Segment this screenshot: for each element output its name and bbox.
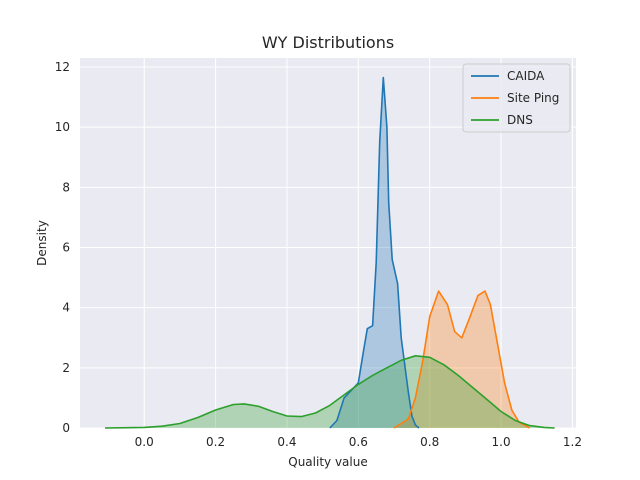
x-tick-label: 0.8 [420,435,439,449]
y-tick-label: 6 [62,241,70,255]
grid [80,58,576,429]
x-tick-label: 0.0 [135,435,154,449]
y-axis-label: Density [35,220,49,266]
y-tick-label: 12 [55,60,70,74]
series-line-site-ping [393,290,530,429]
legend-label: Site Ping [507,91,559,105]
y-tick-label: 8 [62,180,70,194]
y-tick-label: 4 [62,301,70,315]
y-tick-label: 10 [55,120,70,134]
legend-box [462,63,571,133]
y-tick-labels: 0 2 4 6 8 10 12 [55,60,70,435]
x-axis-label: Quality value [288,455,367,469]
series-fill-site-ping [394,291,530,428]
series-fill-caida [329,77,419,428]
y-tick-label: 0 [62,421,70,435]
x-tick-label: 0.4 [277,435,296,449]
x-tick-labels: 0.0 0.2 0.4 0.6 0.8 1.0 1.2 [135,435,582,449]
series-lines [104,76,555,429]
x-tick-label: 0.2 [206,435,225,449]
legend: CAIDA Site Ping DNS [462,63,571,133]
x-tick-label: 1.2 [563,435,582,449]
series-line-dns [104,355,555,429]
y-tick-label: 2 [62,361,70,375]
legend-label: DNS [507,113,533,127]
chart-title: WY Distributions [262,33,394,52]
x-tick-label: 1.0 [492,435,511,449]
x-tick-label: 0.6 [349,435,368,449]
legend-label: CAIDA [507,69,545,83]
